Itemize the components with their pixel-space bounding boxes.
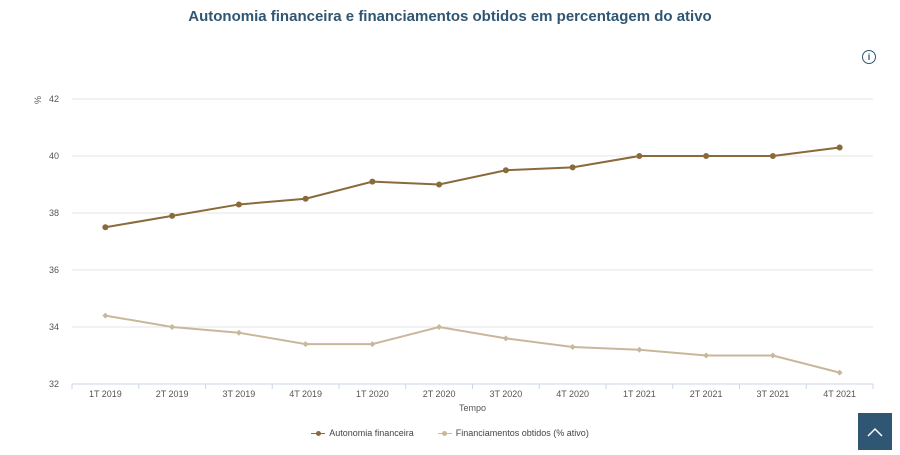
series-line-2 (105, 314, 840, 374)
legend-label: Autonomia financeira (329, 428, 414, 438)
x-tick-label: 1T 2020 (356, 389, 389, 399)
data-point (502, 167, 509, 174)
data-point (235, 329, 242, 336)
y-tick-label: 42 (49, 94, 59, 104)
data-point (769, 153, 776, 159)
y-tick-label: 38 (49, 208, 59, 218)
x-tick-label: 4T 2020 (556, 389, 589, 399)
x-tick-label: 1T 2019 (89, 389, 122, 399)
data-point (302, 195, 309, 202)
x-tick-label: 3T 2019 (222, 389, 255, 399)
y-axis-title: % (33, 96, 43, 104)
data-point (169, 212, 176, 219)
line-chart: 32 34 36 38 40 42 1T 2019 2T 2019 3T 2019 4T 2019… (33, 94, 874, 413)
data-point (703, 153, 710, 159)
x-tick-label: 4T 2019 (289, 389, 322, 399)
data-point (636, 346, 643, 353)
chevron-up-icon (867, 427, 883, 437)
y-tick-label: 40 (49, 151, 59, 161)
x-axis-title: Tempo (459, 403, 486, 413)
data-point (436, 181, 443, 188)
data-point (703, 352, 710, 359)
x-tick-label: 2T 2021 (690, 389, 723, 399)
x-tick-label: 3T 2020 (489, 389, 522, 399)
chart-title: Autonomia financeira e financiamentos ob… (188, 8, 712, 25)
x-tick-label: 4T 2021 (823, 389, 856, 399)
data-point (102, 312, 109, 319)
data-point (769, 352, 776, 359)
data-point (302, 341, 309, 348)
x-tick-label: 1T 2021 (623, 389, 656, 399)
y-tick-label: 32 (49, 379, 59, 389)
data-point (502, 335, 509, 342)
data-point (836, 144, 843, 151)
y-tick-label: 36 (49, 265, 59, 275)
data-point (235, 201, 242, 208)
legend-swatch-icon (311, 429, 326, 437)
data-point (102, 224, 109, 231)
data-point (169, 324, 176, 330)
data-point (369, 341, 376, 348)
data-point (436, 324, 443, 330)
data-point (569, 343, 576, 350)
data-point (569, 164, 576, 171)
legend-item-autonomia[interactable]: Autonomia financeira (311, 428, 414, 438)
x-tick-label: 2T 2020 (423, 389, 456, 399)
y-tick-label: 34 (49, 322, 59, 332)
info-icon[interactable]: i (862, 50, 876, 64)
legend-item-financiamentos[interactable]: Financiamentos obtidos (% ativo) (437, 428, 589, 438)
legend-swatch-icon (437, 429, 452, 437)
scroll-to-top-button[interactable] (858, 413, 892, 450)
series-line-1 (105, 146, 840, 229)
x-tick-label: 3T 2021 (756, 389, 789, 399)
x-tick-label: 2T 2019 (156, 389, 189, 399)
chart-legend: Autonomia financeira Financiamentos obti… (0, 428, 900, 438)
data-point (369, 178, 376, 185)
data-point (636, 153, 643, 159)
legend-label: Financiamentos obtidos (% ativo) (455, 428, 589, 438)
data-point (836, 369, 843, 376)
